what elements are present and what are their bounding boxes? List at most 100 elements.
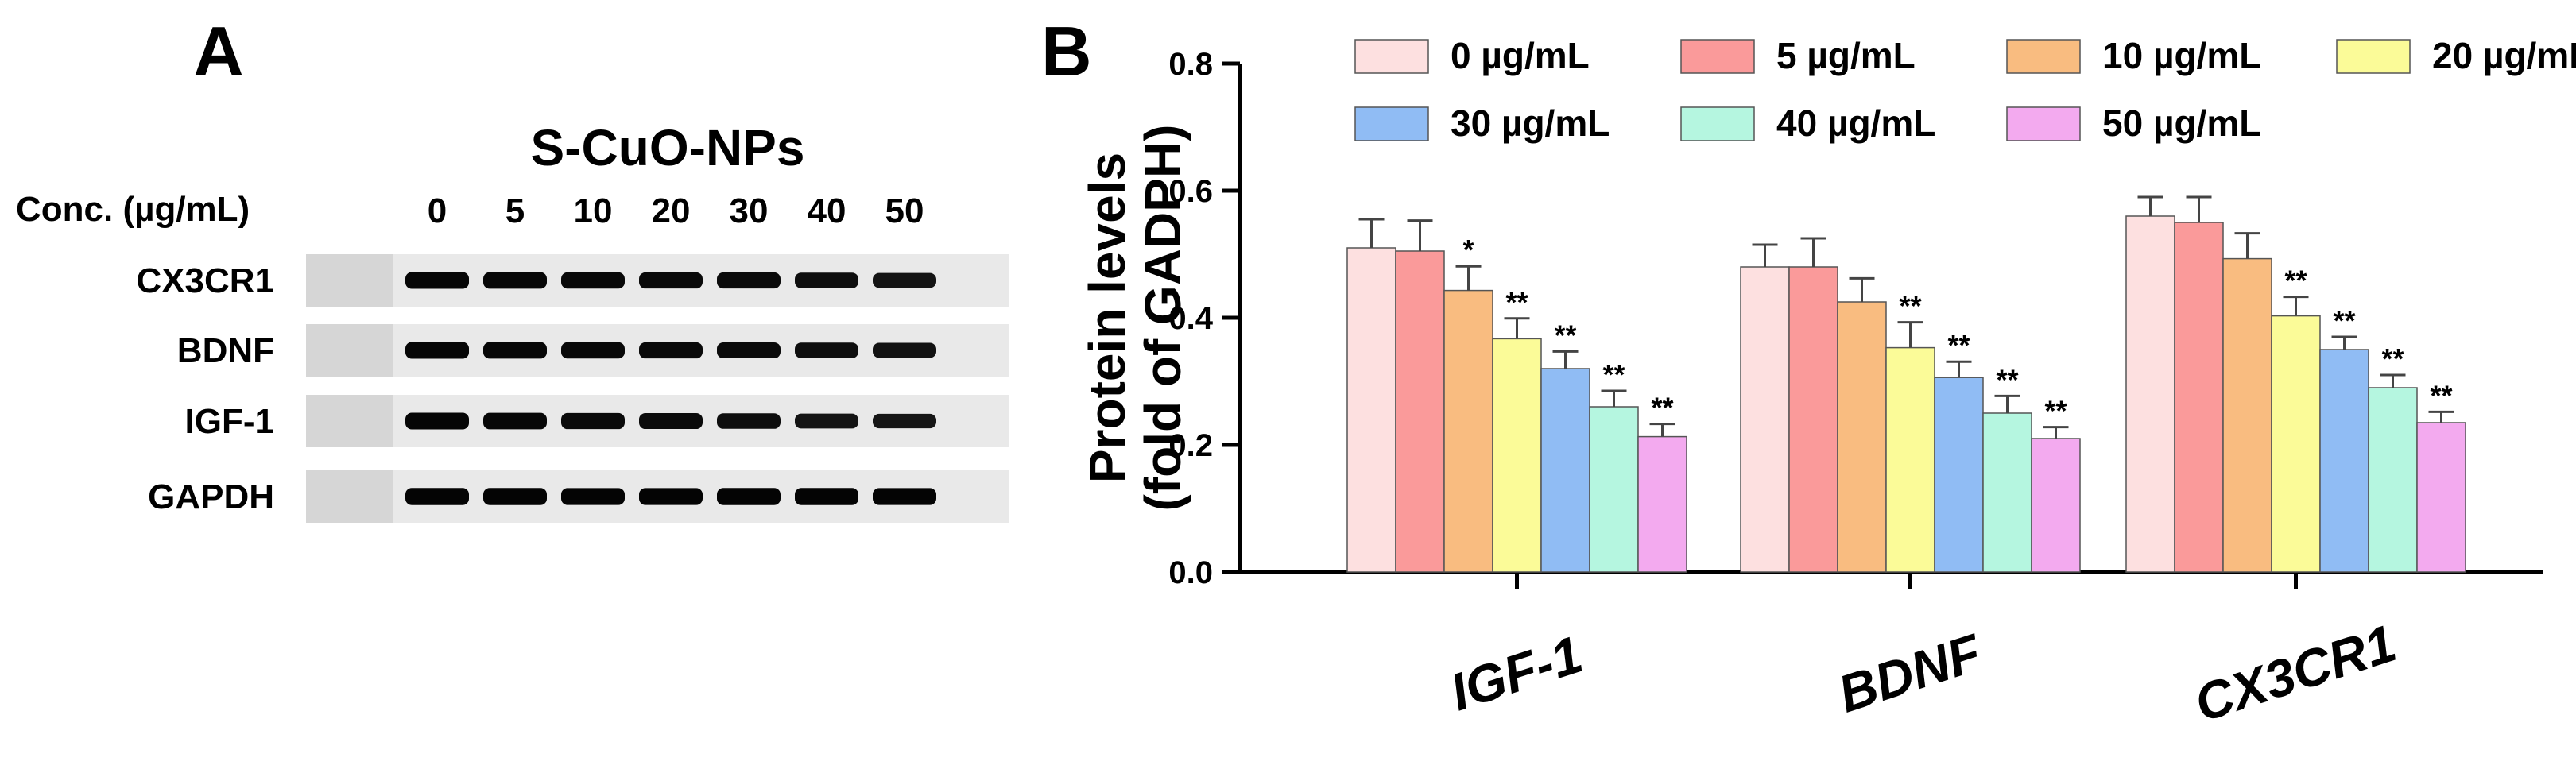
bar [1637,435,1687,573]
lane-label: 20 [652,191,691,230]
y-tick-label: 0.4 [1168,301,1213,336]
significance-label: ** [2381,342,2404,375]
bar [2416,422,2466,573]
blot-row: GAPDH [148,470,1009,523]
lane-label: 40 [808,191,846,230]
legend-swatch [1680,39,1755,74]
bar [2368,387,2418,573]
bar [2222,257,2272,573]
bar [1982,412,2032,573]
y-axis-label-line1: Protein levels [1079,153,1136,483]
significance-label: ** [1651,392,1673,424]
chart-content: 0.00.20.40.60.8IGF-1*********BDNF*******… [1168,47,2543,733]
significance-label: ** [1899,290,1921,323]
x-category-label: IGF-1 [1443,624,1589,722]
blot-marker-lane [306,324,393,377]
blot-figure: A S-CuO-NPs Conc. (µg/mL) 0 5 10 20 30 40 50 C… [16,12,1009,523]
blot-band [561,488,625,505]
legend-item: 10 µg/mL [2006,35,2261,76]
panel-b-label: B [1041,12,1092,91]
significance-label: ** [2044,395,2067,427]
significance-label: ** [2430,379,2452,412]
legend-label: 5 µg/mL [1776,35,1916,76]
x-category-label: BDNF [1831,622,1989,724]
bar [2125,215,2175,573]
blot-row: CX3CR1 [136,254,1009,307]
bar [1443,289,1493,573]
legend-item: 0 µg/mL [1354,35,1590,76]
blot-band [873,272,936,288]
legend-label: 40 µg/mL [1776,102,1935,144]
blot-band [483,488,547,505]
panel-a: A S-CuO-NPs Conc. (µg/mL) 0 5 10 20 30 40 50 C… [0,0,1033,769]
blot-band [639,488,703,505]
blot-band [405,488,469,505]
significance-label: ** [1554,319,1576,351]
y-tick-label: 0.6 [1168,174,1213,209]
y-axis-label-line2: (fold of GADPH) [1134,125,1191,512]
blot-band [795,342,858,358]
blot-row: IGF-1 [185,395,1009,447]
blot-row-label: CX3CR1 [136,261,274,300]
panel-b: B Protein levels (fold of GADPH) 0.0 0.2 0… [1033,0,2576,769]
bar [1837,301,1887,573]
legend-item: 50 µg/mL [2006,102,2261,144]
blot-band [483,342,547,359]
blot-band [483,412,547,430]
y-tick-label: 0.0 [1168,555,1213,590]
lane-label: 0 [428,191,447,230]
blot-marker-lane [306,254,393,307]
lane-labels: 0 5 10 20 30 40 50 [428,191,924,230]
blot-band [795,272,858,288]
blot-band [639,412,703,430]
significance-label: ** [1505,286,1528,319]
legend-swatch [2006,106,2081,141]
legend-swatch [1680,106,1755,141]
significance-label: * [1462,234,1474,266]
bar [1885,346,1935,573]
legend-item: 30 µg/mL [1354,102,1610,144]
blot-rows: CX3CR1 BDNF IGF-1 GAPDH [136,254,1009,523]
significance-label: ** [2333,304,2355,337]
x-category-label: CX3CR1 [2187,613,2403,733]
blot-band [405,412,469,430]
conc-label: Conc. (µg/mL) [16,190,250,229]
panel-a-label: A [193,12,244,91]
bar [2031,438,2081,573]
y-tick-label: 0.8 [1168,47,1213,82]
legend-label: 0 µg/mL [1451,35,1590,76]
lane-label: 50 [885,191,924,230]
legend-swatch [2336,39,2411,74]
blot-row-label: BDNF [177,331,274,370]
blot-marker-lane [306,470,393,523]
bar [1395,250,1445,573]
legend-item: 20 µg/mL [2336,35,2576,76]
lane-label: 30 [730,191,769,230]
bar [2319,349,2369,573]
bar-chart: B Protein levels (fold of GADPH) 0.0 0.2 0… [1041,12,2576,733]
blot-header: S-CuO-NPs [531,119,805,176]
blot-row: BDNF [177,324,1009,377]
blot-band [873,413,936,429]
blot-band [873,488,936,505]
y-tick-label: 0.2 [1168,428,1213,463]
bar [2271,315,2321,573]
significance-label: ** [1996,363,2018,396]
blot-band [561,272,625,289]
blot-band [639,342,703,359]
blot-band [561,412,625,430]
bar [1788,266,1838,573]
legend: 0 µg/mL 5 µg/mL 10 µg/mL 20 µg/mL 30 µg/mL 40… [1354,35,2576,144]
blot-band [405,342,469,359]
bar [2174,222,2224,573]
blot-row-label: GAPDH [148,477,274,516]
significance-label: ** [1602,358,1625,391]
blot-band [717,342,781,359]
blot-band [639,272,703,289]
blot-band [405,272,469,289]
blot-row-label: IGF-1 [185,402,274,441]
blot-band [873,342,936,358]
blot-band [717,488,781,505]
lane-label: 5 [506,191,525,230]
